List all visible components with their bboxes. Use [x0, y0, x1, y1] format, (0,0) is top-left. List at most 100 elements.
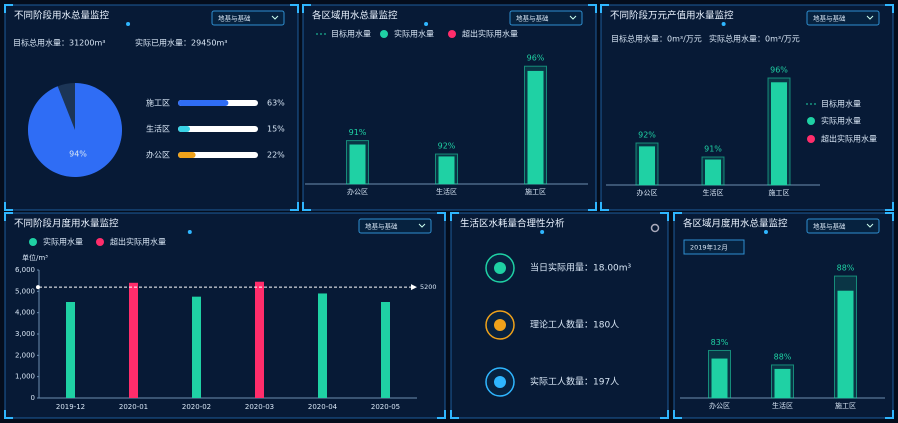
x-tick-label: 2020-03 — [245, 403, 274, 411]
panel — [4, 212, 446, 419]
actual-bar — [705, 159, 721, 185]
x-tick-label: 2019-12 — [56, 403, 85, 411]
dropdown[interactable] — [509, 10, 583, 26]
x-tick-label: 生活区 — [772, 401, 793, 410]
settings-icon[interactable] — [650, 223, 660, 233]
glow-dot — [540, 230, 545, 234]
corner — [885, 202, 894, 211]
bar — [255, 281, 264, 398]
analysis-item: 实际工人数量：197人 — [530, 376, 619, 388]
dropdown[interactable] — [211, 10, 285, 26]
y-tick-label: 5,000 — [15, 287, 35, 295]
corner — [290, 4, 299, 13]
corner — [885, 212, 894, 221]
bar — [381, 302, 390, 398]
y-axis-label: 单位/m³ — [22, 253, 48, 262]
item-icon — [494, 376, 506, 388]
legend-label: 超出实际用水量 — [821, 134, 877, 144]
progress-bar — [178, 152, 196, 158]
legend-label: 目标用水量 — [331, 29, 371, 39]
legend-label: 超出实际用水量 — [462, 29, 518, 39]
corner — [885, 4, 894, 13]
x-tick-label: 2020-05 — [371, 403, 400, 411]
corner — [4, 4, 13, 13]
x-tick-label: 施工区 — [835, 401, 856, 410]
target-label: 5200 — [420, 283, 437, 291]
value-label: 91% — [349, 128, 367, 137]
corner — [673, 410, 682, 419]
y-tick-label: 4,000 — [15, 309, 35, 317]
panel-title: 生活区水耗量合理性分析 — [460, 218, 565, 230]
corner — [290, 202, 299, 211]
value-label: 91% — [704, 145, 722, 154]
progress-track — [178, 152, 258, 158]
glow-dot — [763, 230, 768, 234]
x-tick-label: 2020-01 — [119, 403, 148, 411]
progress-bar — [178, 126, 190, 132]
actual-bar — [837, 290, 854, 398]
corner — [4, 410, 13, 419]
target-arrow — [411, 284, 417, 291]
corner — [437, 212, 446, 221]
legend-dot — [807, 135, 815, 143]
legend-dot — [807, 117, 815, 125]
x-tick-label: 生活区 — [436, 187, 457, 196]
x-tick-label: 办公区 — [709, 401, 730, 410]
corner — [600, 202, 609, 211]
actual-bar — [639, 146, 655, 185]
actual-bar — [349, 144, 366, 184]
actual-bar — [771, 82, 787, 185]
corner — [588, 202, 597, 211]
x-tick-label: 办公区 — [347, 187, 368, 196]
value-label: 88% — [774, 352, 792, 361]
panel-title: 各区域用水总量监控 — [312, 10, 398, 22]
progress-value: 15% — [267, 125, 285, 134]
legend-label: 实际用水量 — [821, 116, 861, 126]
progress-bar — [178, 100, 229, 106]
corner — [450, 212, 459, 221]
corner — [600, 4, 609, 13]
glow-dot — [721, 22, 726, 26]
dropdown-chevron — [569, 15, 577, 20]
progress-track — [178, 126, 258, 132]
x-tick-label: 施工区 — [525, 187, 546, 196]
dropdown[interactable] — [358, 218, 432, 234]
corner — [450, 410, 459, 419]
corner — [4, 212, 13, 221]
progress-label: 施工区 — [146, 98, 170, 108]
y-tick-label: 3,000 — [15, 330, 35, 338]
corner — [660, 410, 669, 419]
dropdown-value: 地基与基础 — [365, 222, 398, 231]
summary: 实际总用水量：0m³/万元 — [709, 34, 800, 44]
corner — [437, 410, 446, 419]
progress-value: 63% — [267, 99, 285, 108]
value-label: 83% — [711, 338, 729, 347]
corner — [302, 202, 311, 211]
legend-label: 实际用水量 — [394, 29, 434, 39]
panel-title: 不同阶段万元产值用水量监控 — [610, 10, 734, 22]
dropdown-value: 地基与基础 — [218, 14, 251, 23]
x-tick-label: 生活区 — [703, 188, 724, 197]
legend-dot — [448, 30, 456, 38]
panel-title: 各区域月度用水总量监控 — [683, 218, 788, 230]
x-tick-label: 办公区 — [637, 188, 658, 197]
corner — [4, 202, 13, 211]
x-tick-label: 2020-04 — [308, 403, 338, 411]
item-icon — [494, 319, 506, 331]
analysis-item: 当日实际用量：18.00m³ — [530, 262, 632, 274]
progress-label: 生活区 — [146, 124, 170, 134]
dropdown[interactable] — [806, 10, 880, 26]
legend-dot — [96, 238, 104, 246]
legend-label: 实际用水量 — [43, 237, 83, 247]
summary: 目标总用水量：0m³/万元 — [611, 34, 702, 44]
dropdown[interactable] — [806, 218, 880, 234]
dropdown-chevron — [271, 15, 279, 20]
actual-bar — [711, 358, 728, 398]
panel-title: 不同阶段用水总量监控 — [14, 10, 110, 22]
value-label: 92% — [638, 131, 656, 140]
x-tick-label: 施工区 — [769, 188, 790, 197]
date-picker[interactable] — [683, 239, 745, 255]
dropdown-chevron — [418, 223, 426, 228]
y-tick-label: 6,000 — [15, 266, 35, 274]
